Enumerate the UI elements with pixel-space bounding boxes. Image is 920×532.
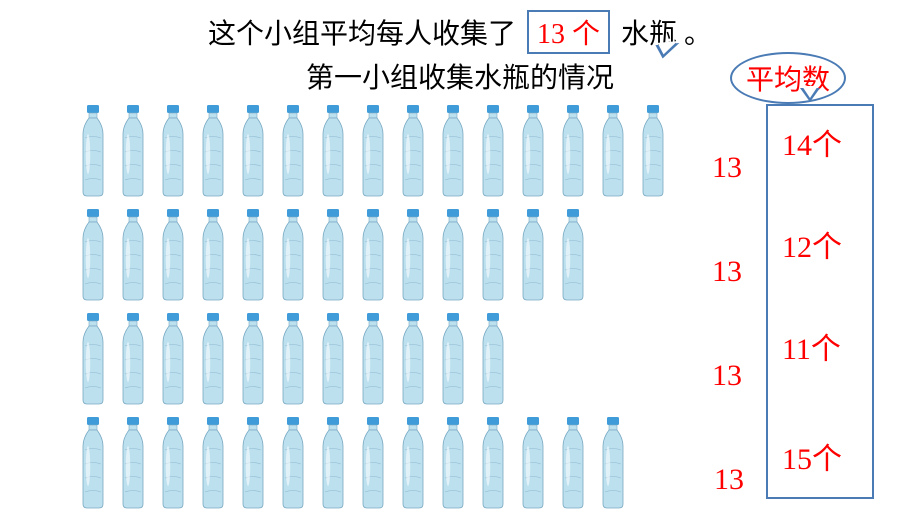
- bottle-icon: [554, 416, 592, 510]
- bottle-icon: [234, 416, 272, 510]
- bottle-icon: [514, 416, 552, 510]
- bottle-icon: [274, 416, 312, 510]
- average-value: 13: [712, 220, 746, 324]
- bottle-icon: [394, 104, 432, 198]
- bottle-icon: [514, 104, 552, 198]
- bottle-icon: [474, 312, 512, 406]
- bottle-icon: [234, 104, 272, 198]
- bottle-icon: [114, 104, 152, 198]
- bottle-icon: [74, 104, 112, 198]
- bottle-chart: [74, 100, 674, 516]
- bottle-icon: [74, 208, 112, 302]
- bottle-icon: [394, 208, 432, 302]
- bottle-icon: [354, 416, 392, 510]
- bottle-icon: [474, 416, 512, 510]
- bottle-icon: [394, 312, 432, 406]
- average-label-bubble: 平均数: [730, 52, 846, 104]
- bottle-icon: [234, 312, 272, 406]
- average-value: 13: [712, 324, 746, 428]
- bottle-icon: [314, 208, 352, 302]
- bottle-icon: [194, 104, 232, 198]
- original-value: 11个: [782, 324, 841, 368]
- bottle-icon: [114, 208, 152, 302]
- speech-tail-bubble-fill: [802, 86, 818, 98]
- speech-tail-box-fill: [658, 41, 679, 55]
- bottle-icon: [394, 416, 432, 510]
- bottle-icon: [314, 104, 352, 198]
- original-values-box: 14个 12个 11个 15个: [766, 104, 874, 499]
- average-value: 13: [712, 428, 746, 532]
- bottle-icon: [434, 312, 472, 406]
- bottle-icon: [314, 312, 352, 406]
- bottle-row: [74, 204, 674, 302]
- bottle-row: [74, 308, 674, 406]
- bottle-icon: [274, 104, 312, 198]
- header-box-answer: 13 个: [527, 10, 610, 54]
- original-value: 14个: [782, 120, 842, 164]
- bottle-icon: [234, 208, 272, 302]
- bottle-icon: [74, 416, 112, 510]
- bottle-icon: [634, 104, 672, 198]
- bottle-icon: [114, 416, 152, 510]
- bottle-icon: [314, 416, 352, 510]
- header-pre: 这个小组平均每人收集了: [208, 19, 516, 50]
- bottle-icon: [434, 208, 472, 302]
- bottle-icon: [274, 312, 312, 406]
- original-value: 12个: [782, 222, 842, 266]
- original-value: 15个: [782, 434, 842, 478]
- bottle-icon: [554, 208, 592, 302]
- bottle-icon: [514, 208, 552, 302]
- bottle-icon: [434, 104, 472, 198]
- bottle-icon: [154, 312, 192, 406]
- bottle-icon: [194, 416, 232, 510]
- bottle-icon: [274, 208, 312, 302]
- bottle-icon: [194, 208, 232, 302]
- bottle-icon: [554, 104, 592, 198]
- average-column: 13131313: [712, 116, 746, 532]
- bottle-row: [74, 100, 674, 198]
- bottle-icon: [154, 416, 192, 510]
- bottle-icon: [354, 312, 392, 406]
- bottle-icon: [434, 416, 472, 510]
- bottle-icon: [194, 312, 232, 406]
- bottle-icon: [354, 208, 392, 302]
- bottle-icon: [154, 104, 192, 198]
- bottle-icon: [74, 312, 112, 406]
- bottle-icon: [114, 312, 152, 406]
- bottle-icon: [354, 104, 392, 198]
- bottle-icon: [594, 104, 632, 198]
- bottle-icon: [474, 208, 512, 302]
- bottle-icon: [594, 416, 632, 510]
- average-value: 13: [712, 116, 746, 220]
- bottle-icon: [154, 208, 192, 302]
- header-line-1: 这个小组平均每人收集了 13 个 水瓶 。: [0, 10, 920, 54]
- bottle-icon: [474, 104, 512, 198]
- bottle-row: [74, 412, 674, 510]
